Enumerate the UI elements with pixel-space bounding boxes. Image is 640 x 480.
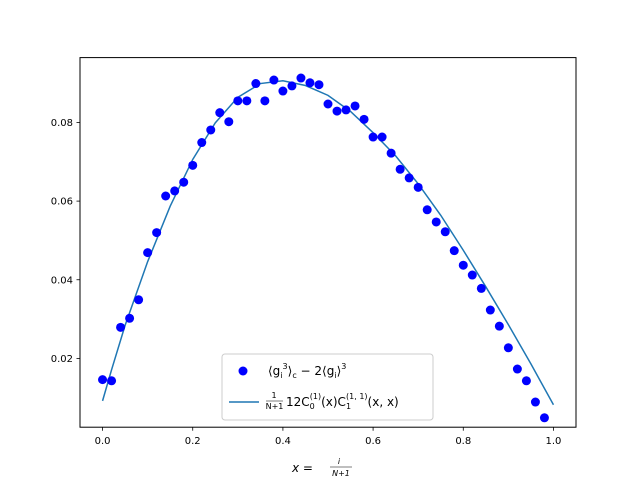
legend-frac-num: 1: [271, 391, 276, 400]
scatter-point-47: [521, 376, 531, 386]
x-tick-label-1: 0.2: [185, 436, 201, 447]
x-tick-label-0: 0.0: [95, 436, 111, 447]
scatter-point-49: [539, 413, 549, 423]
x-tick-label-5: 1.0: [546, 436, 562, 447]
legend-marker-scatter: [238, 366, 248, 376]
scatter-point-28: [350, 101, 360, 111]
plot-area: [98, 73, 555, 423]
scatter-point-41: [467, 270, 477, 280]
scatter-point-34: [404, 173, 414, 183]
scatter-point-2: [116, 322, 126, 332]
scatter-point-23: [305, 78, 315, 88]
x-tick-label-2: 0.4: [275, 436, 291, 447]
scatter-point-25: [323, 99, 333, 109]
scatter-point-8: [170, 186, 180, 196]
scatter-point-26: [332, 106, 342, 116]
legend-frac-den: N+1: [266, 402, 284, 411]
x-axis-label-num: i: [338, 457, 341, 466]
scatter-point-18: [260, 96, 270, 106]
scatter-point-16: [242, 96, 252, 106]
scatter-point-19: [269, 75, 279, 85]
scatter-point-1: [107, 376, 117, 386]
scatter-point-29: [359, 114, 369, 124]
scatter-point-21: [287, 81, 297, 91]
legend-formula: 12C0(1)(x)C1(1, 1)(x, x): [286, 392, 399, 411]
x-axis-label: x = i N+1: [291, 457, 352, 478]
scatter-point-30: [368, 132, 378, 142]
x-tick-label-4: 0.8: [455, 436, 471, 447]
scatter-point-46: [512, 364, 522, 374]
scatter-point-0: [98, 375, 108, 385]
scatter-point-27: [341, 105, 351, 115]
scatter-point-20: [278, 86, 288, 96]
scatter-point-11: [197, 138, 207, 148]
scatter-point-7: [161, 191, 171, 201]
scatter-point-4: [134, 295, 144, 305]
scatter-point-48: [530, 397, 540, 407]
legend-label-scatter: ⟨gi3⟩c − 2⟨gi⟩3: [268, 362, 346, 380]
scatter-point-10: [188, 160, 198, 170]
scatter-point-37: [431, 217, 441, 227]
scatter-point-33: [395, 164, 405, 174]
y-tick-label-3: 0.08: [51, 118, 73, 129]
scatter-point-9: [179, 177, 189, 187]
scatter-point-44: [494, 321, 504, 331]
scatter-point-14: [224, 117, 234, 127]
scatter-point-13: [215, 108, 225, 118]
scatter-point-35: [413, 182, 423, 192]
scatter-point-3: [125, 313, 135, 323]
x-tick-label-3: 0.6: [365, 436, 381, 447]
x-axis-label-lhs: x =: [291, 461, 313, 475]
scatter-point-39: [449, 246, 459, 256]
axes-frame: [79, 57, 577, 428]
axis-ticks: 0.0 0.2 0.4 0.6 0.8 1.0 0.02 0.04 0.06 0.08: [51, 118, 562, 447]
scatter-point-17: [251, 79, 261, 89]
legend-frame: [221, 353, 434, 421]
scatter-point-12: [206, 125, 216, 135]
y-tick-label-2: 0.06: [51, 197, 73, 208]
x-axis-label-den: N+1: [332, 469, 350, 478]
legend: ⟨gi3⟩c − 2⟨gi⟩3 1 N+1 12C0(1)(x)C1(1, 1)…: [221, 353, 434, 421]
scatter-point-5: [143, 248, 153, 258]
y-tick-label-1: 0.04: [51, 275, 73, 286]
legend-label-line: 1 N+1 12C0(1)(x)C1(1, 1)(x, x): [266, 391, 399, 411]
scatter-point-15: [233, 96, 243, 106]
scatter-point-24: [314, 80, 324, 90]
scatter-point-32: [386, 148, 396, 158]
scatter-point-31: [377, 132, 387, 142]
scatter-point-40: [458, 260, 468, 270]
scatter-point-22: [296, 73, 306, 83]
scatter-point-45: [503, 343, 513, 353]
scatter-point-38: [440, 227, 450, 237]
y-tick-label-0: 0.02: [51, 354, 73, 365]
scatter-point-42: [476, 283, 486, 293]
scatter-point-36: [422, 205, 432, 215]
scatter-point-6: [152, 228, 162, 238]
scatter-point-43: [485, 305, 495, 315]
